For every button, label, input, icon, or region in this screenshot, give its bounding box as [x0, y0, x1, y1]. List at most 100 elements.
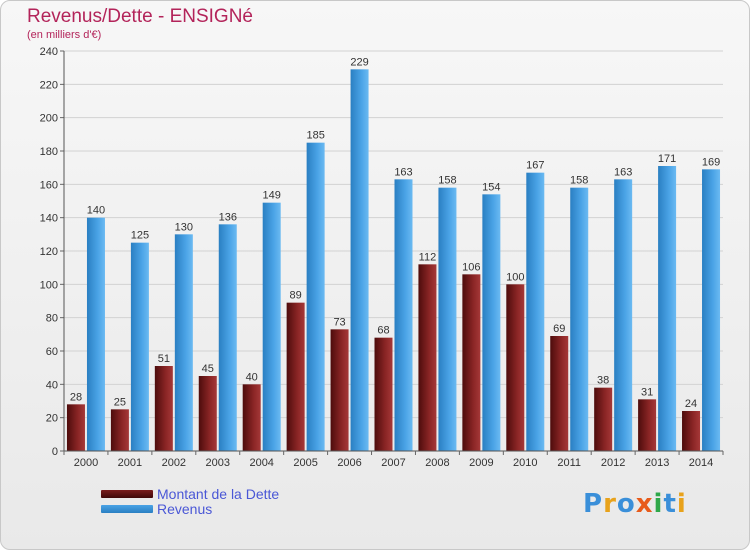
data-label-revenus: 136	[219, 211, 237, 223]
bar-dette	[110, 409, 129, 451]
data-label-revenus: 169	[702, 156, 720, 168]
bar-revenus	[262, 202, 281, 451]
grid-lines	[64, 50, 723, 452]
bar-dette	[594, 387, 613, 451]
y-tick-label: 0	[52, 446, 58, 458]
bar-dette	[242, 384, 261, 451]
x-tick-label: 2004	[249, 457, 273, 469]
x-tick-label: 2003	[206, 457, 230, 469]
data-label-dette: 28	[70, 391, 82, 403]
x-tick-label: 2000	[74, 457, 98, 469]
bar-revenus	[526, 172, 545, 451]
x-tick-label: 2007	[381, 457, 405, 469]
y-tick-label: 140	[40, 213, 58, 225]
bar-revenus	[438, 187, 457, 451]
x-tick-label: 2005	[293, 457, 317, 469]
x-tick-label: 2011	[557, 457, 581, 469]
data-label-dette: 69	[553, 323, 565, 335]
y-tick-label: 100	[40, 279, 58, 291]
x-tick-label: 2002	[162, 457, 186, 469]
legend-label-revenus: Revenus	[157, 501, 213, 517]
data-label-revenus: 229	[350, 56, 368, 68]
bar-revenus	[658, 166, 677, 451]
data-label-dette: 38	[597, 375, 609, 387]
x-tick-label: 2008	[425, 457, 449, 469]
logo-letter: o	[616, 489, 636, 519]
data-label-revenus: 158	[438, 175, 456, 187]
logo-letter: i	[653, 489, 664, 519]
data-label-revenus: 125	[131, 230, 149, 242]
data-labels: 28 140 25 125 51 130 45 136 40 149 89 185 73 229 68 163…	[70, 56, 720, 410]
bar-revenus	[86, 217, 105, 451]
legend-swatch-debt	[101, 490, 153, 498]
data-label-revenus: 158	[570, 175, 588, 187]
bar-revenus	[702, 169, 721, 452]
x-tick-label: 2010	[513, 457, 537, 469]
x-tick-label: 2001	[118, 457, 142, 469]
bar-revenus	[614, 179, 633, 452]
bar-dette	[66, 404, 85, 451]
proxiti-logo: Proxiti	[583, 489, 687, 519]
x-tick-label: 2009	[469, 457, 493, 469]
bar-revenus	[130, 242, 149, 451]
data-label-revenus: 130	[175, 221, 193, 233]
bar-revenus	[174, 234, 193, 451]
bar-revenus	[570, 187, 589, 451]
legend-swatch-revenus	[101, 505, 153, 513]
logo-letter: t	[663, 489, 677, 519]
x-tick-label: 2014	[689, 457, 713, 469]
x-tick-label: 2012	[601, 457, 625, 469]
data-label-dette: 31	[641, 386, 653, 398]
y-tick-label: 80	[46, 313, 58, 325]
bar-dette	[418, 264, 437, 451]
data-label-revenus: 149	[263, 190, 281, 202]
logo-letter: P	[583, 489, 604, 519]
data-label-dette: 51	[158, 353, 170, 365]
x-tick-label: 2006	[337, 457, 361, 469]
y-tick-label: 160	[40, 179, 58, 191]
y-tick-label: 60	[46, 346, 58, 358]
bar-dette	[682, 411, 701, 451]
data-label-revenus: 154	[482, 181, 500, 193]
y-tick-label: 180	[40, 146, 58, 158]
data-label-revenus: 163	[614, 166, 632, 178]
data-label-dette: 25	[114, 396, 126, 408]
bar-revenus	[218, 224, 237, 451]
data-label-dette: 40	[246, 371, 258, 383]
chart-subtitle: (en milliers d'€)	[27, 29, 102, 41]
bar-revenus	[306, 142, 325, 451]
logo-letter: i	[676, 489, 687, 519]
y-tick-label: 120	[40, 246, 58, 258]
bar-dette	[330, 329, 349, 451]
logo-letter: x	[635, 489, 654, 519]
bar-dette	[462, 274, 481, 451]
data-label-dette: 24	[685, 398, 697, 410]
y-tick-label: 240	[40, 46, 58, 58]
y-tick-label: 20	[46, 413, 58, 425]
data-label-revenus: 163	[394, 166, 412, 178]
bar-dette	[154, 366, 173, 451]
y-tick-label: 200	[40, 113, 58, 125]
bar-dette	[198, 376, 217, 451]
bar-dette	[286, 302, 305, 451]
bar-revenus	[350, 69, 369, 451]
y-tick-label: 220	[40, 79, 58, 91]
data-label-dette: 100	[506, 271, 524, 283]
data-label-dette: 112	[419, 251, 437, 263]
bar-dette	[374, 337, 393, 451]
bar-dette	[506, 284, 525, 451]
bar-revenus	[482, 194, 501, 452]
y-tick-label: 40	[46, 379, 58, 391]
data-label-dette: 106	[462, 261, 480, 273]
legend-label-debt: Montant de la Dette	[157, 486, 280, 502]
axes: 0 20 40 60 80 100 120 140 160 180 200 220 240 2000 200…	[40, 46, 724, 469]
data-label-revenus: 185	[306, 130, 324, 142]
x-tick-label: 2013	[645, 457, 669, 469]
bar-revenus	[394, 179, 413, 452]
bar-dette	[638, 399, 657, 451]
data-label-dette: 89	[290, 290, 302, 302]
bars	[66, 69, 721, 452]
data-label-revenus: 140	[87, 205, 105, 217]
